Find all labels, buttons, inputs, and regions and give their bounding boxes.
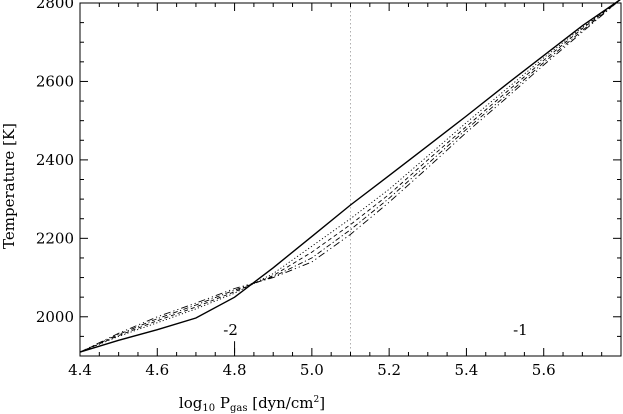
x-tick-label: 4.8: [223, 361, 247, 379]
x-tick-label: 5.2: [377, 361, 401, 379]
series-line-dashdot: [79, 0, 621, 353]
y-tick-label: 2400: [36, 151, 74, 169]
x-label-close: ]: [319, 394, 325, 412]
x-label-unit-sup: 2: [314, 395, 320, 405]
x-label-p: P: [215, 394, 230, 412]
x-tick-label: 5.0: [300, 361, 324, 379]
annotation-layer: -2 -1: [223, 321, 528, 354]
series-line-dotted: [79, 0, 621, 353]
y-tick-label: 2800: [36, 0, 74, 12]
x-tick-label: 4.4: [68, 361, 92, 379]
tick-layer: 4.4 4.6 4.8 5.0 5.2 5.4 5.6 2000 2200 2400 2600 280…: [36, 0, 622, 379]
x-axis-label: log10 Pgas [dyn/cm2]: [179, 394, 325, 414]
annotation-label: -1: [513, 321, 528, 339]
x-tick-label: 5.4: [454, 361, 478, 379]
series-line-longdash: [79, 0, 621, 353]
x-label-log: log: [179, 394, 203, 412]
x-tick-label: 4.6: [145, 361, 169, 379]
y-tick-label: 2200: [36, 229, 74, 247]
series-layer: [79, 0, 621, 353]
x-tick-label: 5.6: [532, 361, 556, 379]
annotation-label: -2: [223, 321, 238, 339]
x-label-gas-sub: gas: [230, 403, 248, 414]
series-line-solid: [79, 0, 621, 353]
y-tick-label: 2000: [36, 308, 74, 326]
x-label-log-sub: 10: [202, 403, 215, 414]
y-tick-label: 2600: [36, 72, 74, 90]
x-label-unit: [dyn/cm: [247, 394, 313, 412]
y-axis-label: Temperature [K]: [0, 123, 18, 249]
